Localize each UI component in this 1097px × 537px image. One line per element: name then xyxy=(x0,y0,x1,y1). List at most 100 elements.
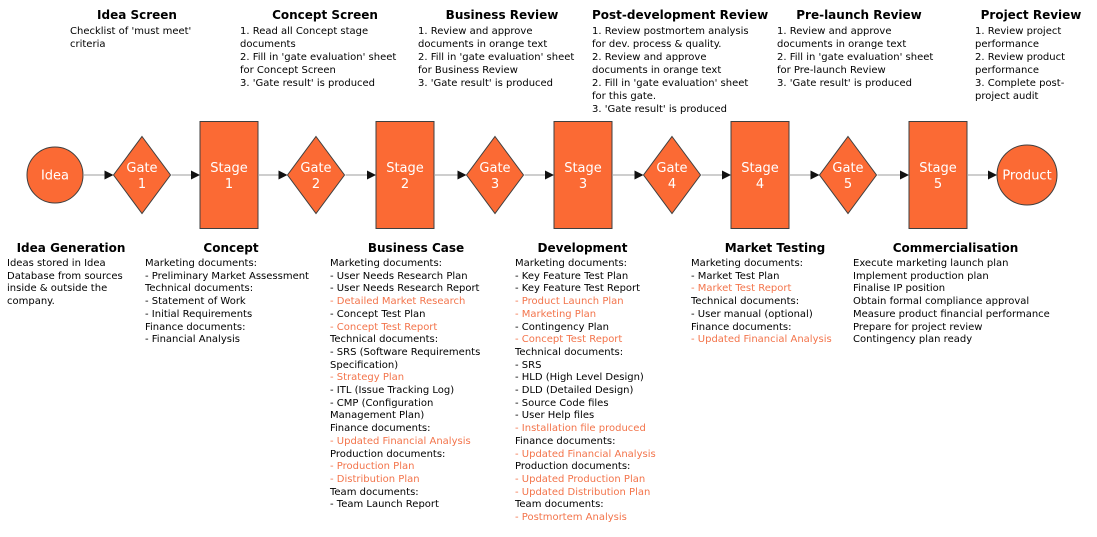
document-item: - Market Test Plan xyxy=(691,270,780,282)
shape-label-line: 2 xyxy=(401,177,409,192)
stage-documents-column-2: Concept Marketing documents: - Preliminary… xyxy=(145,241,317,347)
flow-shape-stage-3: Stage 3 xyxy=(553,121,613,229)
document-item: - User Needs Research Plan xyxy=(330,270,468,282)
document-item-highlighted: - Updated Financial Analysis xyxy=(515,448,656,460)
document-item-highlighted: - Updated Financial Analysis xyxy=(330,435,471,447)
shape-label-line: Product xyxy=(1002,169,1051,184)
gate-review-item: 2. Review product performance xyxy=(975,52,1066,76)
shape-label-line: 3 xyxy=(491,177,499,192)
document-item-highlighted: - Concept Test Report xyxy=(515,334,623,346)
gate-5-diamond xyxy=(818,135,878,215)
flow-shape-gate-3: Gate 3 xyxy=(465,135,525,215)
gate-review-block-2: Concept Screen 1. Read all Concept stage … xyxy=(240,8,410,90)
flow-shape-gate-4: Gate 4 xyxy=(642,135,702,215)
flow-arrow xyxy=(701,170,731,180)
stage-documents-column-3: Business Case Marketing documents: - User … xyxy=(330,241,502,512)
gate-review-item: 2. Fill in 'gate evaluation' sheet for B… xyxy=(418,52,575,76)
document-item: - Team Launch Report xyxy=(330,499,439,511)
stage-title: Idea Generation xyxy=(16,241,126,255)
flow-shape-gate-1: Gate 1 xyxy=(112,135,172,215)
flow-arrow xyxy=(259,170,288,180)
gate-review-title: Business Review xyxy=(445,8,559,22)
stage-2-label: Stage 2 xyxy=(386,161,424,192)
arrowhead-icon xyxy=(810,170,820,180)
document-item: Technical documents: xyxy=(145,283,254,295)
flow-shape-stage-4: Stage 4 xyxy=(730,121,790,229)
document-item: - Source Code files xyxy=(515,397,609,409)
shape-label-line: Gate xyxy=(126,161,157,176)
gate-review-item: 1. Read all Concept stage documents xyxy=(240,26,369,50)
document-item-highlighted: - Postmortem Analysis xyxy=(515,512,627,524)
flow-arrow xyxy=(877,170,909,180)
flow-shape-stage-1: Stage 1 xyxy=(199,121,259,229)
document-item-highlighted: - Updated Distribution Plan xyxy=(515,486,651,498)
document-item: Contingency plan ready xyxy=(853,334,973,346)
document-item: Production documents: xyxy=(515,461,631,473)
gate-2-label: Gate 2 xyxy=(300,161,331,192)
gate-review-item: 2. Fill in 'gate evaluation' sheet for C… xyxy=(240,52,397,76)
document-item: Team documents: xyxy=(515,499,604,511)
shape-label-line: Gate xyxy=(479,161,510,176)
gate-review-item: 3. 'Gate result' is produced xyxy=(592,104,728,115)
stage-documents-column-1: Idea Generation Ideas stored in Idea Data… xyxy=(7,241,135,309)
gate-review-block-3: Business Review 1. Review and approve doc… xyxy=(418,8,586,90)
stage-1-rectangle xyxy=(199,121,259,229)
flow-arrow xyxy=(435,170,467,180)
flow-shape-stage-2: Stage 2 xyxy=(375,121,435,229)
gate-review-item: 3. Complete post-project audit xyxy=(975,78,1065,102)
stage-5-rectangle xyxy=(908,121,968,229)
shape-label-line: Gate xyxy=(300,161,331,176)
shape-label-line: 2 xyxy=(312,177,320,192)
document-item: Prepare for project review xyxy=(853,321,983,333)
shape-label-line: Stage xyxy=(741,161,779,176)
document-item-highlighted: - Detailed Market Research xyxy=(330,296,466,308)
stage-documents-column-4: Development Marketing documents: - Key Fea… xyxy=(515,241,656,525)
shape-label-line: 5 xyxy=(934,177,942,192)
shape-label-line: Idea xyxy=(41,169,69,184)
shape-label-line: Stage xyxy=(386,161,424,176)
gate-review-block-5: Pre-launch Review 1. Review and approve d… xyxy=(777,8,941,90)
document-item: - Statement of Work xyxy=(145,296,246,308)
document-item: Finance documents: xyxy=(515,435,616,447)
arrowhead-icon xyxy=(278,170,288,180)
document-item-highlighted: - Marketing Plan xyxy=(515,308,597,320)
idea-circle xyxy=(26,146,84,204)
flow-arrow xyxy=(524,170,554,180)
arrowhead-icon xyxy=(988,170,997,180)
arrowhead-icon xyxy=(900,170,909,180)
arrowhead-icon xyxy=(457,170,467,180)
document-item: Marketing documents: xyxy=(330,258,443,269)
document-item: Measure product financial performance xyxy=(853,308,1050,320)
flow-arrow xyxy=(171,170,200,180)
gate-review-item: 1. Review and approve documents in orang… xyxy=(777,26,907,50)
document-item-highlighted: - Product Launch Plan xyxy=(515,296,624,308)
idea-label: Idea xyxy=(41,169,69,184)
document-item-highlighted: - Concept Test Report xyxy=(330,321,438,333)
document-item-highlighted: - Strategy Plan xyxy=(330,372,405,384)
gate-3-diamond xyxy=(465,135,525,215)
flow-arrow xyxy=(613,170,644,180)
arrowhead-icon xyxy=(545,170,554,180)
gate-review-item: 2. Review and approve documents in orang… xyxy=(592,52,722,76)
document-item: - ITL (Issue Tracking Log) xyxy=(330,385,455,397)
shape-label-line: 5 xyxy=(844,177,852,192)
gate-review-item: 1. Review and approve documents in orang… xyxy=(418,26,548,50)
product-label: Product xyxy=(1002,169,1051,184)
document-item: Ideas stored in Idea Database from sourc… xyxy=(7,258,123,308)
flow-arrow xyxy=(790,170,820,180)
gate-review-title: Pre-launch Review xyxy=(796,8,922,22)
document-item: - Initial Requirements xyxy=(145,308,253,320)
document-item: - Financial Analysis xyxy=(145,334,240,346)
arrowhead-icon xyxy=(191,170,200,180)
stage-title: Commercialisation xyxy=(892,241,1019,255)
stage-5-label: Stage 5 xyxy=(919,161,957,192)
document-item: Finance documents: xyxy=(330,423,431,435)
gate-review-title: Concept Screen xyxy=(272,8,378,22)
gate-5-label: Gate 5 xyxy=(832,161,863,192)
document-item: Production documents: xyxy=(330,448,446,460)
shape-label-line: Stage xyxy=(210,161,248,176)
arrowhead-icon xyxy=(722,170,731,180)
flow-arrow xyxy=(345,170,376,180)
gate-review-item: 3. 'Gate result' is produced xyxy=(418,78,554,89)
flow-arrow xyxy=(968,170,997,180)
